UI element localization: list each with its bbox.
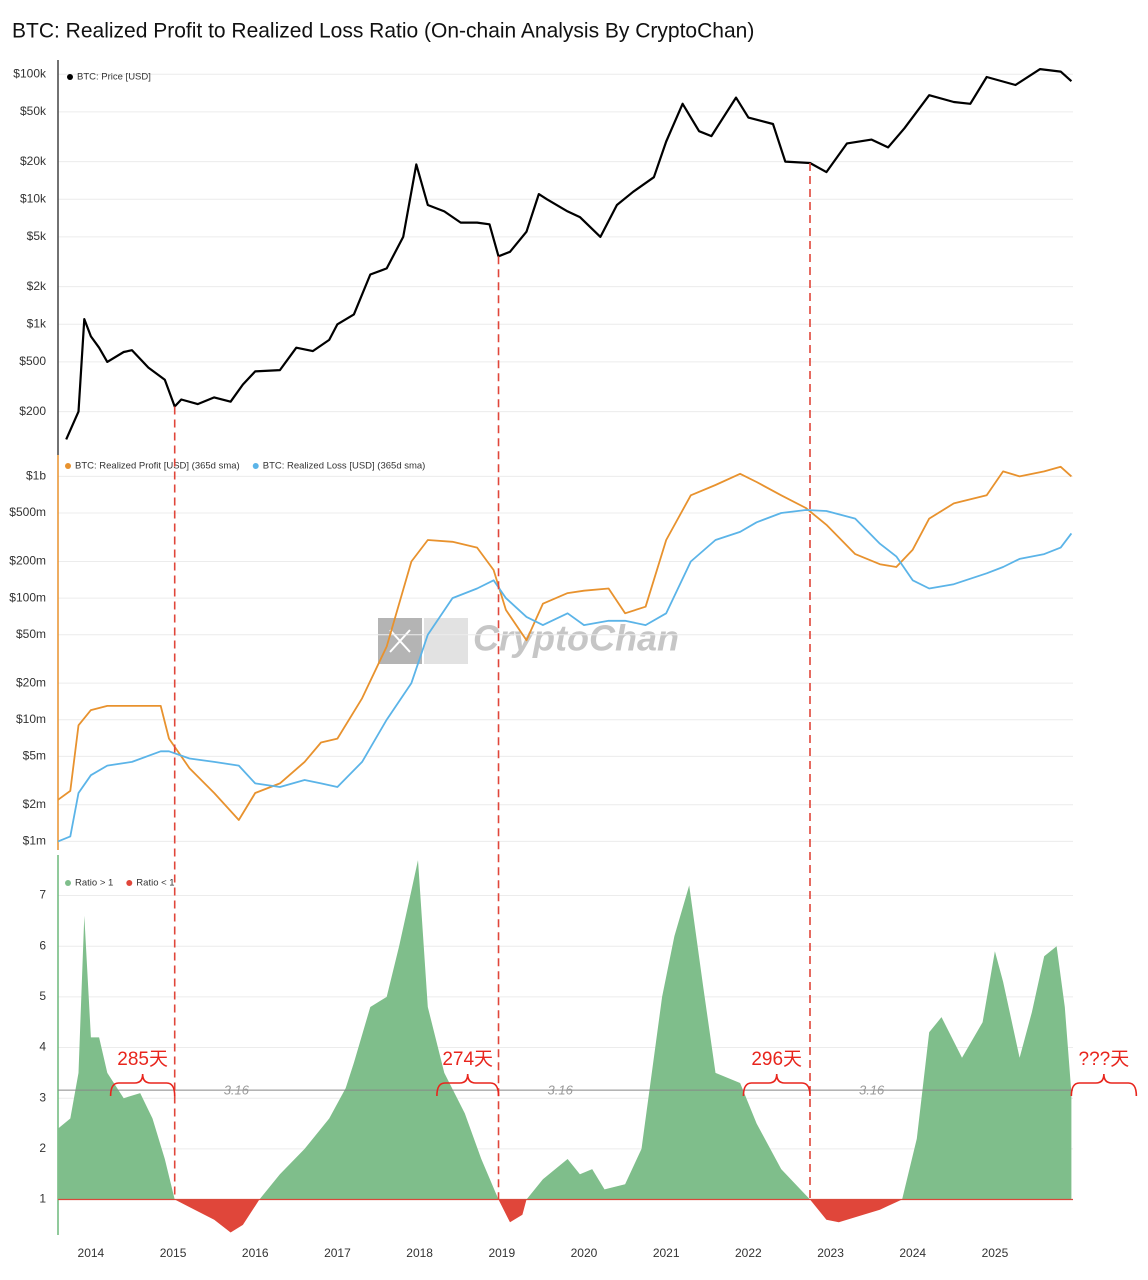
legend-label: BTC: Realized Loss [USD] (365d sma) <box>263 461 426 472</box>
x-tick-label: 2019 <box>488 1246 515 1260</box>
watermark-x <box>389 629 411 653</box>
legend-marker <box>126 880 133 886</box>
series-line <box>57 465 1073 821</box>
y-tick-label: $50m <box>16 627 46 641</box>
x-tick-label: 2020 <box>571 1246 598 1260</box>
series-line <box>65 68 1073 440</box>
watermark: CryptoChan <box>378 618 679 664</box>
threshold-label: 3.16 <box>548 1083 574 1098</box>
x-tick-label: 2021 <box>653 1246 680 1260</box>
legend-marker <box>252 463 259 469</box>
x-tick-label: 2023 <box>817 1246 844 1260</box>
y-tick-label: $5k <box>27 229 47 243</box>
y-tick-label: $1k <box>27 316 47 330</box>
y-tick-label: 7 <box>39 888 46 902</box>
x-tick-label: 2016 <box>242 1246 269 1260</box>
legend-label: BTC: Realized Profit [USD] (365d sma) <box>75 461 240 472</box>
panel: $1m $2m $5m $10m $20m $50m $100m $200m $500m $1b B… <box>9 455 1073 850</box>
y-tick-label: $2m <box>23 797 46 811</box>
bracket-label: 296天 <box>751 1049 802 1070</box>
legend-label: Ratio < 1 <box>136 878 174 889</box>
y-tick-label: $1m <box>23 834 46 848</box>
y-tick-label: $10m <box>16 712 46 726</box>
y-tick-label: 4 <box>39 1040 46 1054</box>
series-line <box>57 509 1073 843</box>
threshold-label: 3.16 <box>859 1083 885 1098</box>
x-tick-label: 2022 <box>735 1246 762 1260</box>
y-tick-label: $5m <box>23 749 46 763</box>
x-tick-label: 2024 <box>899 1246 926 1260</box>
y-tick-label: $200 <box>19 404 46 418</box>
y-tick-label: 5 <box>39 989 46 1003</box>
bracket-label: 274天 <box>442 1049 493 1070</box>
legend-marker <box>65 463 71 469</box>
threshold-label: 3.16 <box>224 1083 250 1098</box>
bracket <box>109 1073 176 1097</box>
bracket-label: ???天 <box>1079 1049 1130 1070</box>
bracket <box>1070 1073 1138 1097</box>
y-tick-label: $2k <box>27 279 47 293</box>
watermark-avatar <box>424 618 468 664</box>
series-area <box>174 1199 903 1233</box>
bracket <box>742 1073 811 1097</box>
legend-label: Ratio > 1 <box>75 878 113 889</box>
y-tick-label: $10k <box>20 191 47 205</box>
y-tick-label: $500m <box>9 505 46 519</box>
x-tick-label: 2025 <box>982 1246 1009 1260</box>
y-tick-label: $500 <box>19 354 46 368</box>
x-tick-label: 2018 <box>406 1246 433 1260</box>
panel: $200 $500 $1k $2k $5k $10k $20k $50k $100k BTC: P… <box>13 60 1073 455</box>
y-tick-label: 6 <box>39 938 46 952</box>
legend-marker <box>65 880 71 886</box>
x-tick-label: 2015 <box>160 1246 187 1260</box>
legend-marker <box>67 74 73 80</box>
x-tick-label: 2017 <box>324 1246 351 1260</box>
legend-label: BTC: Price [USD] <box>77 72 151 83</box>
series-area <box>58 860 1072 1200</box>
y-tick-label: $50k <box>20 104 47 118</box>
y-tick-label: $100k <box>13 66 47 80</box>
y-tick-label: 2 <box>39 1141 46 1155</box>
y-tick-label: $20k <box>20 154 47 168</box>
y-tick-label: $200m <box>9 554 46 568</box>
y-tick-label: 1 <box>39 1192 46 1206</box>
x-tick-label: 2014 <box>78 1246 105 1260</box>
bracket-label: 285天 <box>117 1049 168 1070</box>
y-tick-label: $1b <box>26 469 46 483</box>
y-tick-label: $20m <box>16 675 46 689</box>
panel: 1 2 3 4 5 6 7 2014 2015 2016 2017 2018 2019 2020 2021 2… <box>39 855 1073 1260</box>
y-tick-label: $100m <box>9 590 46 604</box>
y-tick-label: 3 <box>39 1090 46 1104</box>
bracket <box>436 1073 500 1097</box>
chart-title: BTC: Realized Profit to Realized Loss Ra… <box>12 20 754 43</box>
